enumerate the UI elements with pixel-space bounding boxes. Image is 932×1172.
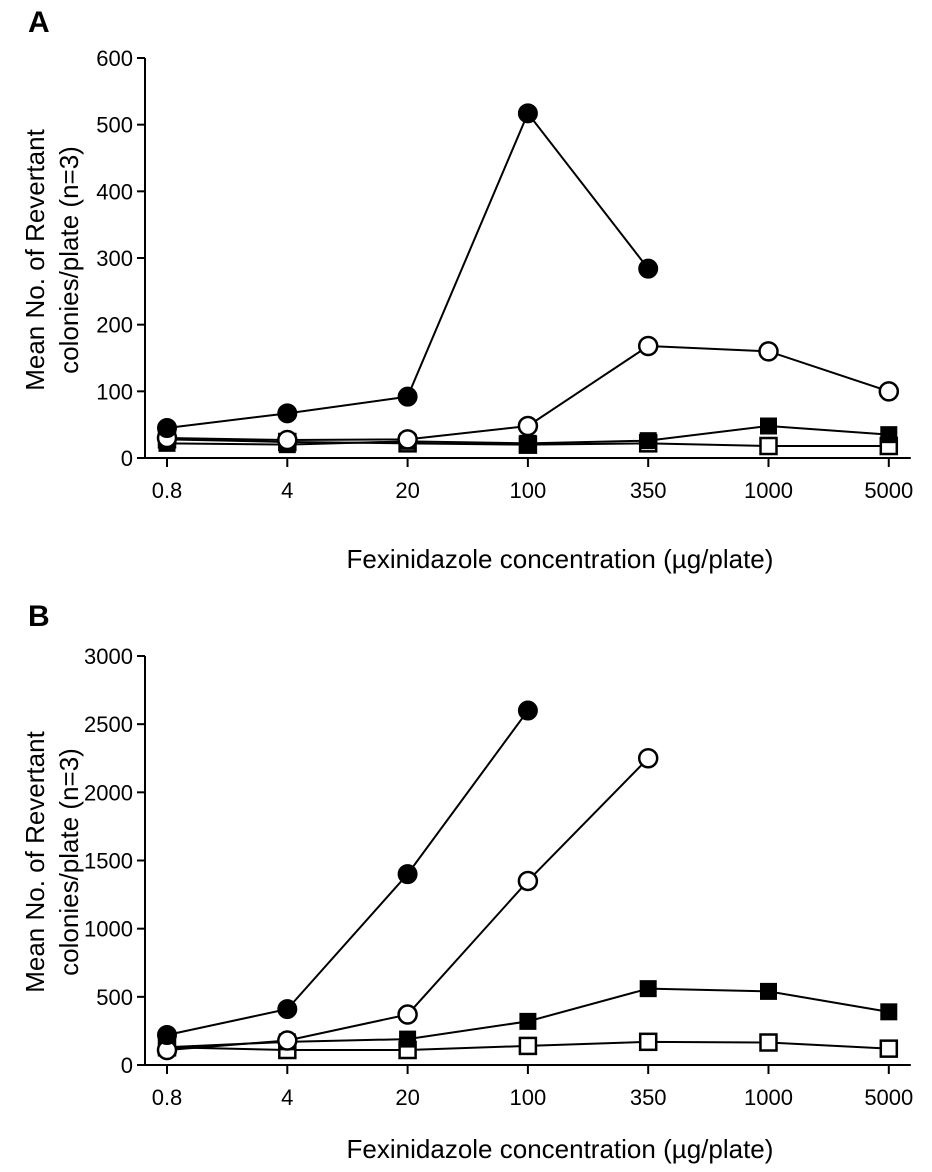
panel-b: B 0 500 1000 1500 2000 2500 3000 0.8 4 20 100 350 10…	[20, 600, 913, 1164]
panel-a-letter: A	[28, 6, 50, 39]
panel-b-x-tick-label: 350	[630, 1085, 667, 1110]
panel-b-y-tick-label: 2000	[84, 780, 133, 805]
panel-b-y-axis-title-line2: colonies/plate (n=3)	[54, 748, 84, 976]
panel-b-point-open-square	[518, 1036, 538, 1056]
panel-a-point-filled-square	[880, 426, 898, 444]
panel-a-x-axis-title: Fexinidazole concentration (µg/plate)	[347, 544, 774, 574]
panel-b-point-filled-circle	[397, 864, 418, 885]
panel-a-x-tick-label: 20	[395, 478, 419, 503]
panel-a-y-tick-label: 0	[121, 446, 133, 471]
panel-b-point-open-circle	[637, 748, 659, 769]
panel-a-point-open-circle	[397, 429, 418, 450]
panel-b-x-tick-label: 4	[281, 1085, 293, 1110]
panel-a-point-open-circle	[758, 341, 779, 362]
panel-a-point-open-circle	[277, 429, 298, 451]
panel-b-y-tick-label: 1000	[84, 917, 133, 942]
panel-a-point-filled-circle	[517, 103, 538, 124]
panel-b-y-axis-title-line1: Mean No. of Revertant	[20, 730, 50, 992]
panel-b-point-filled-circle	[157, 1025, 177, 1046]
panel-a-point-filled-circle	[638, 258, 659, 279]
panel-b-point-filled-square	[399, 1030, 417, 1048]
panel-a-point-filled-circle	[157, 418, 177, 438]
panel-b-point-open-square	[759, 1033, 778, 1052]
panel-a-point-filled-square	[639, 432, 657, 450]
panel-b-plot: 0 500 1000 1500 2000 2500 3000 0.8 4 20 100 350 1000…	[84, 644, 913, 1110]
panel-b-x-axis-title: Fexinidazole concentration (µg/plate)	[347, 1134, 774, 1164]
panel-a-point-filled-square	[519, 434, 537, 452]
panel-a-x-tick-label: 0.8	[152, 478, 183, 503]
panel-a-x-tick-label: 350	[630, 478, 667, 503]
panel-b-point-open-circle	[277, 1030, 298, 1051]
panel-a-x-tick-label: 1000	[744, 478, 793, 503]
panel-b-series-line-filled-circle	[166, 709, 529, 1036]
panel-a-point-open-circle	[637, 335, 659, 357]
panel-a-point-filled-square	[760, 417, 777, 435]
panel-b-point-filled-square	[880, 1003, 898, 1021]
panel-a-point-filled-circle	[277, 403, 298, 424]
panel-a-y-tick-label: 300	[96, 246, 133, 271]
panel-b-x-tick-label: 1000	[744, 1085, 793, 1110]
panel-b-point-filled-square	[519, 1012, 537, 1030]
panel-a-y-tick-label: 500	[96, 113, 133, 138]
panel-b-x-tick-label: 100	[510, 1085, 547, 1110]
panel-a: A 0 100 200 300 400 500 600 0.8 4 20 100 350 1000 500…	[20, 6, 913, 574]
panel-b-letter: B	[28, 600, 50, 633]
panel-b-point-filled-square	[760, 982, 777, 1000]
panel-a-series-line-filled-circle	[166, 111, 649, 429]
panel-b-y-tick-label: 500	[96, 985, 133, 1010]
panel-a-y-tick-label: 600	[96, 46, 133, 71]
panel-a-point-filled-circle	[397, 386, 418, 407]
panel-a-point-open-circle	[517, 415, 539, 437]
panel-b-x-tick-label: 0.8	[152, 1085, 183, 1110]
panel-b-point-filled-circle	[517, 700, 538, 721]
panel-b-point-open-circle	[397, 1004, 418, 1025]
panel-a-point-open-square	[759, 436, 778, 456]
panel-b-x-tick-label: 20	[395, 1085, 419, 1110]
panel-b-point-open-circle	[517, 870, 539, 892]
panel-a-y-tick-label: 200	[96, 313, 133, 338]
panel-b-y-tick-label: 2500	[84, 712, 133, 737]
panel-a-x-tick-label: 100	[510, 478, 547, 503]
panel-a-y-tick-label: 100	[96, 379, 133, 404]
panel-a-y-tick-label: 400	[96, 179, 133, 204]
panel-a-y-axis-title-line2: colonies/plate (n=3)	[54, 146, 84, 374]
panel-b-point-filled-circle	[277, 999, 298, 1020]
panel-a-x-tick-label: 5000	[864, 478, 913, 503]
panel-b-point-filled-square	[639, 980, 657, 998]
panel-b-point-open-square	[638, 1032, 658, 1052]
panel-a-point-open-circle	[878, 381, 900, 402]
panel-a-plot: 0 100 200 300 400 500 600 0.8 4 20 100 350 1000 5000	[96, 46, 913, 503]
panel-b-y-tick-label: 1500	[84, 849, 133, 874]
panel-b-x-tick-label: 5000	[864, 1085, 913, 1110]
panel-b-y-tick-label: 3000	[84, 644, 133, 669]
panel-a-y-axis-title-line1: Mean No. of Revertant	[20, 128, 50, 390]
panel-b-point-open-square	[879, 1039, 899, 1058]
panel-a-x-tick-label: 4	[281, 478, 293, 503]
panel-b-y-tick-label: 0	[121, 1053, 133, 1078]
